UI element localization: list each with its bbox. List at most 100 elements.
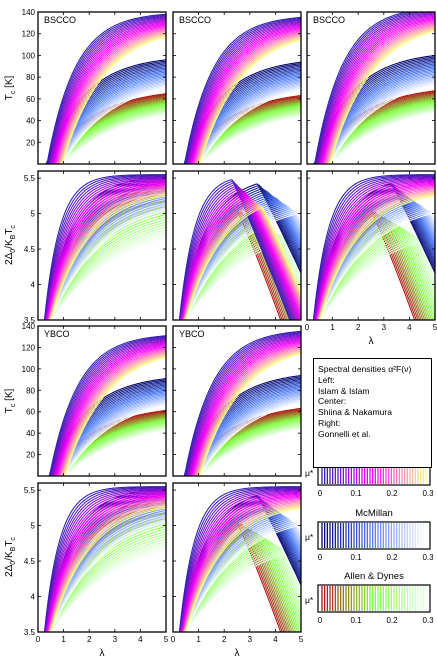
series-mcmillan-line xyxy=(307,211,435,320)
y-tick-label: 5.5 xyxy=(24,174,36,183)
series-kresin-line xyxy=(307,18,435,164)
info-title: Spectral densities α²F(ν) xyxy=(318,364,412,374)
series-kresin-line xyxy=(307,186,435,320)
mu-star-colorbar xyxy=(321,523,427,548)
plot-bscco-tc-center xyxy=(173,16,301,164)
series-allen-dynes-line xyxy=(173,549,301,632)
series-kresin-line xyxy=(38,501,166,632)
series-kresin-line xyxy=(38,26,166,164)
panel-frame xyxy=(172,325,302,477)
panel-label: YBCO xyxy=(44,329,70,339)
series-kresin-line xyxy=(173,182,294,320)
x-tick-label: 5 xyxy=(433,323,437,332)
series-mcmillan-line xyxy=(38,208,166,320)
series-allen-dynes-line xyxy=(307,235,435,320)
series-allen-dynes-line xyxy=(307,234,435,320)
series-mcmillan-line xyxy=(173,400,301,476)
series-kresin-line xyxy=(173,336,301,476)
y-tick-label: 5 xyxy=(31,522,36,531)
series-kresin-line xyxy=(38,179,166,320)
series-kresin-line xyxy=(38,490,166,632)
series-kresin-line xyxy=(173,347,301,476)
series-kresin-line xyxy=(307,14,435,164)
mu-star-label: μ* xyxy=(305,468,314,478)
series-kresin-line xyxy=(307,17,435,164)
series-kresin-line xyxy=(307,175,435,320)
series-kresin-line xyxy=(38,182,166,320)
series-kresin-line xyxy=(38,346,166,476)
series-kresin-line xyxy=(307,13,435,164)
series-kresin-line xyxy=(173,24,301,164)
series-kresin-line xyxy=(38,31,166,164)
series-mcmillan-line xyxy=(173,401,301,476)
series-kresin-line xyxy=(173,203,301,320)
series-kresin-line xyxy=(38,23,166,164)
series-kresin-line xyxy=(307,189,435,320)
series-allen-dynes-line xyxy=(173,237,301,320)
series-kresin-line xyxy=(173,18,301,164)
y-tick-label: 120 xyxy=(22,343,36,352)
series-kresin-line xyxy=(173,494,301,632)
series-kresin-line xyxy=(173,487,301,632)
series-kresin-line xyxy=(38,502,166,632)
series-kresin-line xyxy=(173,341,301,476)
series-kresin-line xyxy=(38,342,166,476)
y-tick-label: 4 xyxy=(31,593,36,602)
panel-frame xyxy=(37,325,167,477)
series-kresin-line xyxy=(173,490,301,632)
series-kresin-line xyxy=(307,179,435,320)
series-kresin-line xyxy=(38,188,166,320)
y-tick-label: 40 xyxy=(26,117,35,126)
series-kresin-line xyxy=(173,35,301,164)
series-kresin-line xyxy=(173,37,301,164)
series-kresin-line xyxy=(38,192,166,320)
x-tick-label: 4 xyxy=(273,635,278,644)
series-kresin-line xyxy=(307,15,435,164)
series-mcmillan-line xyxy=(307,210,435,320)
series-kresin-line xyxy=(38,498,166,632)
info-line: Islam & Islam xyxy=(318,385,370,396)
series-kresin-line xyxy=(173,193,301,320)
series-allen-dynes-line xyxy=(38,427,166,476)
x-tick-label: 5 xyxy=(164,635,169,644)
info-line: Left: xyxy=(318,374,335,385)
series-kresin-line xyxy=(38,341,166,476)
series-kresin-line xyxy=(38,354,166,476)
series-kresin-line xyxy=(38,178,166,320)
series-kresin-line xyxy=(173,186,297,320)
series-allen-dynes-line xyxy=(38,231,166,320)
series-kresin-line xyxy=(38,351,166,476)
series-allen-dynes-line xyxy=(38,226,166,320)
series-kresin-line xyxy=(38,493,166,632)
series-kresin-line xyxy=(307,190,435,320)
panel-frame xyxy=(306,170,436,321)
series-kresin-line xyxy=(38,491,166,632)
series-kresin-line xyxy=(38,353,166,476)
series-mcmillan-line xyxy=(38,520,166,632)
series-allen-dynes-line xyxy=(173,114,301,164)
series-kresin-line xyxy=(38,27,166,164)
series-kresin-line xyxy=(173,333,301,476)
series-kresin-line xyxy=(38,36,166,164)
series-kresin-line xyxy=(38,335,166,476)
series-kresin-line xyxy=(38,355,166,476)
series-kresin-line xyxy=(38,339,166,476)
series-kresin-line xyxy=(173,339,301,476)
panel-frame xyxy=(172,482,302,633)
x-tick-label: 4 xyxy=(407,323,412,332)
y-tick-label: 100 xyxy=(22,51,36,60)
series-mcmillan-line xyxy=(173,210,301,320)
series-kresin-line xyxy=(173,179,291,320)
x-tick-label: 3 xyxy=(382,323,387,332)
plot-bscco-gap-left xyxy=(38,174,166,320)
series-kresin-line xyxy=(38,181,166,320)
series-mcmillan-line xyxy=(38,524,166,632)
series-allen-dynes-line xyxy=(38,229,166,320)
series-allen-dynes-line xyxy=(38,541,166,632)
panels xyxy=(38,12,435,632)
series-mcmillan-line xyxy=(38,87,166,164)
y-axis-label-gap: 2Δ0/KBTc xyxy=(4,537,17,577)
series-kresin-line xyxy=(173,17,301,164)
mu-star-tick-label: 0.3 xyxy=(422,489,434,498)
